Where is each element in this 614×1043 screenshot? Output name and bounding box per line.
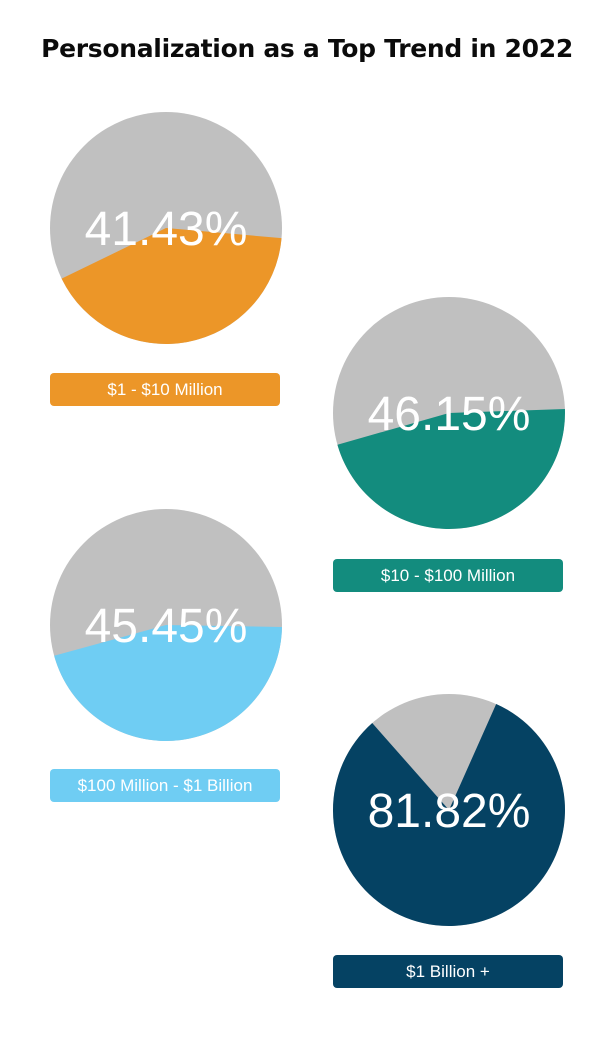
chart-title: Personalization as a Top Trend in 2022 — [41, 34, 573, 63]
pie-slice-value — [54, 625, 282, 741]
category-label: $10 - $100 Million — [333, 559, 563, 592]
value-label: 45.45% — [85, 600, 248, 653]
value-label: 46.15% — [368, 388, 531, 441]
pie-slice-value — [337, 408, 565, 529]
pie-svg: 45.45% — [50, 509, 282, 741]
pie-svg: 81.82% — [333, 694, 565, 926]
value-label: 81.82% — [368, 785, 531, 838]
category-label: $1 - $10 Million — [50, 373, 280, 406]
pie-svg: 46.15% — [333, 297, 565, 529]
pie-svg: 41.43% — [50, 112, 282, 344]
category-label: $100 Million - $1 Billion — [50, 769, 280, 802]
value-label: 41.43% — [85, 203, 248, 256]
category-label: $1 Billion + — [333, 955, 563, 988]
pie-slice-value — [333, 704, 565, 926]
pie-slice-value — [61, 228, 282, 344]
